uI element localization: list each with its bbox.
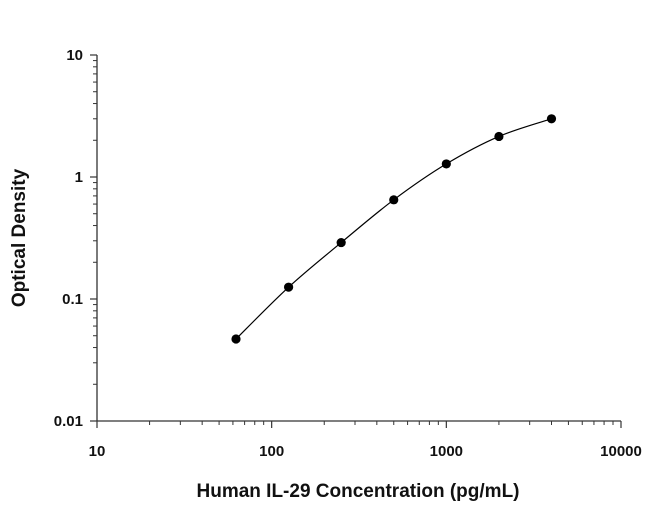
x-tick-label: 10 [89,443,106,460]
x-tick-label: 10000 [600,443,642,460]
axes [96,55,621,422]
y-axis-title: Optical Density [9,168,30,307]
x-tick-label: 100 [259,443,284,460]
data-point-6 [494,131,504,142]
y-tick-label: 1 [75,169,83,186]
fit-curve-layer [235,118,552,340]
x-tick-label: 1000 [430,443,463,460]
data-point-3 [336,237,346,248]
x-axis-title: Human IL-29 Concentration (pg/mL) [197,481,520,502]
data-point-7 [546,114,557,124]
x-axis-ticks: 10 100 1000 10000 [89,421,642,460]
data-point-4 [389,195,399,205]
data-point-5 [441,159,451,169]
data-points-layer [231,114,557,344]
y-tick-label: 0.01 [54,413,83,430]
data-point-2 [283,282,294,292]
y-tick-label: 10 [66,47,83,64]
fit-curve [235,118,552,340]
y-axis-ticks: 10 1 0.1 0.01 [54,47,97,430]
data-point-1 [231,334,241,344]
y-tick-label: 0.1 [62,291,83,308]
